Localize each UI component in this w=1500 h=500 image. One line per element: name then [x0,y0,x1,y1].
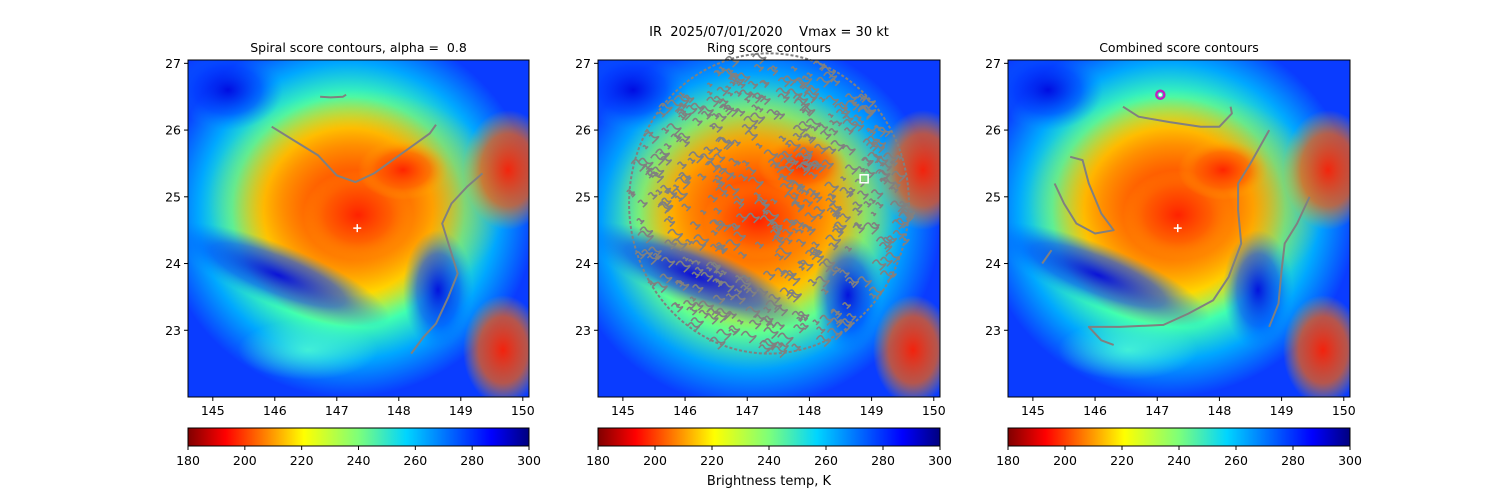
colorbar-tick-label: 240 [347,453,371,468]
ring-center-square-marker [859,174,869,184]
score-contour [320,93,347,99]
axes-frame [187,59,530,398]
panel-ring: Ring score contours 145 146 147 148 149 150 23… [575,40,952,468]
colorbar-tick-label: 280 [1281,453,1305,468]
y-tick-label: 27 [575,56,591,71]
x-tick-label: 147 [735,403,759,418]
score-contour [1122,105,1233,128]
colorbar-tick-label: 220 [1110,453,1134,468]
x-tick-label: 149 [860,403,884,418]
x-tick-label: 146 [1083,403,1107,418]
axes-frame [1007,59,1351,398]
x-tick-label: 149 [449,403,473,418]
y-tick-label: 26 [165,123,181,138]
x-tick-label: 148 [1207,403,1231,418]
score-contour [1053,155,1115,235]
colorbar-tick-label: 220 [290,453,314,468]
y-tick-label: 25 [165,189,181,204]
colorbar-tick-label: 260 [403,453,427,468]
x-tick-label: 145 [1021,403,1045,418]
panel-title: Combined score contours [1099,40,1259,55]
colorbar-tick-label: 200 [1053,453,1077,468]
y-tick-label: 27 [165,56,181,71]
y-tick-label: 23 [165,323,181,338]
colorbar-tick-label: 240 [757,453,781,468]
colorbar: 180 200 220 240 260 280 300 [176,427,541,468]
center-plus-marker [353,224,362,233]
y-tick-label: 27 [985,56,1001,71]
colorbar-tick-label: 240 [1167,453,1191,468]
x-tick-label: 149 [1270,403,1294,418]
colorbar-tick-label: 220 [700,453,724,468]
score-contour [410,172,484,355]
y-tick-label: 26 [985,123,1001,138]
x-tick-label: 150 [511,403,535,418]
panel-title: Ring score contours [707,40,831,55]
y-tick-label: 25 [575,189,591,204]
colorbar-tick-label: 280 [871,453,895,468]
y-tick-label: 23 [575,323,591,338]
x-tick-label: 148 [387,403,411,418]
colorbar-tick-label: 300 [928,453,952,468]
colorbar: 180 200 220 240 260 280 300 [586,427,952,468]
combined-center-circle-marker [1155,89,1166,100]
y-tick-label: 24 [165,256,181,271]
y-tick-label: 24 [575,256,591,271]
axes-frame [597,59,941,398]
colorbar-tick-label: 260 [1224,453,1248,468]
y-tick-label: 25 [985,189,1001,204]
x-tick-label: 147 [1145,403,1169,418]
colorbar-tick-label: 260 [814,453,838,468]
x-tick-label: 145 [201,403,225,418]
ring-contours [626,52,916,359]
y-tick-label: 26 [575,123,591,138]
panel-combined: Combined score contours 145 146 147 148 149 1… [985,40,1362,468]
x-tick-label: 147 [325,403,349,418]
colorbar-tick-label: 300 [1338,453,1362,468]
y-tick-label: 24 [985,256,1001,271]
figure-suptitle: IR 2025/07/01/2020 Vmax = 30 kt [649,25,889,40]
panel-spiral: Spiral score contours, alpha = 0.8 145 14… [165,40,541,468]
x-tick-label: 148 [797,403,821,418]
colorbar: 180 200 220 240 260 280 300 [996,427,1362,468]
score-contour [271,124,437,184]
x-tick-label: 146 [673,403,697,418]
colorbar-tick-label: 180 [176,453,200,468]
colorbar-tick-label: 180 [996,453,1020,468]
colorbar-label: Brightness temp, K [707,474,832,489]
x-tick-label: 150 [1332,403,1356,418]
ring-contour-outline [628,52,910,355]
x-tick-label: 150 [922,403,946,418]
score-contour [1087,129,1271,346]
combined-center-dot [1158,93,1162,97]
x-tick-label: 145 [611,403,635,418]
center-plus-marker [1173,224,1182,233]
y-tick-label: 23 [985,323,1001,338]
x-tick-label: 146 [263,403,287,418]
panel-title: Spiral score contours, alpha = 0.8 [250,40,467,55]
score-contour [1041,249,1053,265]
colorbar-tick-label: 200 [643,453,667,468]
ring-contour-lines [626,52,916,359]
colorbar-tick-label: 280 [460,453,484,468]
colorbar-tick-label: 180 [586,453,610,468]
score-contour [1268,196,1311,328]
colorbar-tick-label: 300 [517,453,541,468]
colorbar-tick-label: 200 [233,453,257,468]
